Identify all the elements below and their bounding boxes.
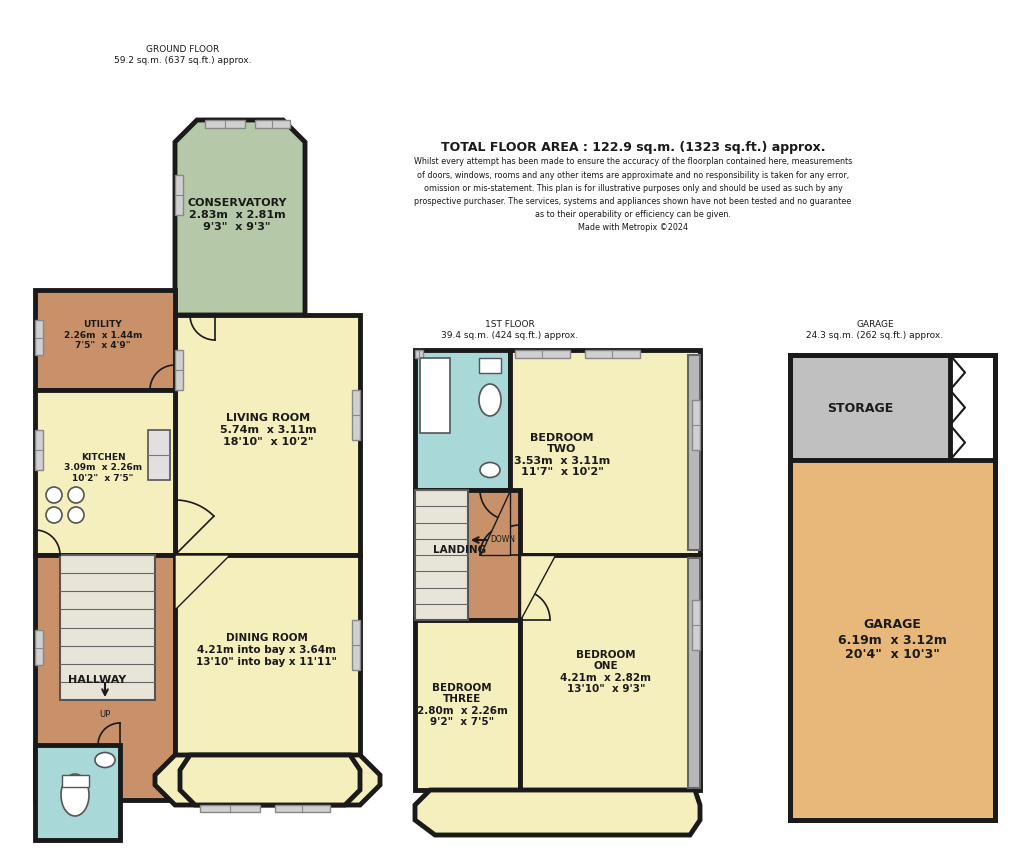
Bar [275,805,330,812]
Polygon shape [480,490,510,555]
Polygon shape [175,555,229,610]
Bar [688,558,699,788]
Bar [35,430,43,470]
Bar [35,290,175,390]
Bar [205,120,245,128]
Bar [35,555,175,800]
Bar [35,745,120,840]
Text: KITCHEN
3.09m  x 2.26m
10'2"  x 7'5": KITCHEN 3.09m x 2.26m 10'2" x 7'5" [64,453,142,483]
Text: CONSERVATORY
2.83m  x 2.81m
9'3"  x 9'3": CONSERVATORY 2.83m x 2.81m 9'3" x 9'3" [187,198,286,231]
Text: BEDROOM
ONE
4.21m  x 2.82m
13'10"  x 9'3": BEDROOM ONE 4.21m x 2.82m 13'10" x 9'3" [560,650,651,695]
Bar [510,350,699,555]
Text: LANDING: LANDING [433,545,486,555]
Polygon shape [520,555,554,620]
Bar [415,490,468,620]
Text: GROUND FLOOR
59.2 sq.m. (637 sq.ft.) approx.: GROUND FLOOR 59.2 sq.m. (637 sq.ft.) app… [114,45,252,65]
Bar [35,630,43,665]
Text: DINING ROOM
4.21m into bay x 3.64m
13'10" into bay x 11'11": DINING ROOM 4.21m into bay x 3.64m 13'10… [197,633,337,667]
Bar [415,350,510,490]
Text: BEDROOM
TWO
3.53m  x 3.11m
11'7"  x 10'2": BEDROOM TWO 3.53m x 3.11m 11'7" x 10'2" [514,433,609,477]
Bar [585,350,639,358]
Bar [60,555,155,700]
Bar [688,355,699,550]
Polygon shape [415,790,699,835]
Polygon shape [175,120,305,315]
Circle shape [68,507,84,523]
Text: GARAGE
6.19m  x 3.12m
20'4"  x 10'3": GARAGE 6.19m x 3.12m 20'4" x 10'3" [837,618,946,662]
Bar [148,430,170,480]
Bar [520,555,699,790]
Bar [420,358,449,433]
Text: DOWN: DOWN [489,535,515,545]
Bar [200,805,260,812]
Bar [790,460,994,820]
Bar [175,350,182,390]
Bar [415,350,423,358]
Bar [479,358,500,373]
Text: STORAGE: STORAGE [826,402,893,415]
Bar [352,390,360,440]
Bar [35,390,175,555]
Bar [35,320,43,355]
Text: TOTAL FLOOR AREA : 122.9 sq.m. (1323 sq.ft.) approx.: TOTAL FLOOR AREA : 122.9 sq.m. (1323 sq.… [440,141,824,154]
Bar [515,350,570,358]
Bar [175,175,182,215]
Polygon shape [155,755,380,805]
Text: LIVING ROOM
5.74m  x 3.11m
18'10"  x 10'2": LIVING ROOM 5.74m x 3.11m 18'10" x 10'2" [219,413,316,447]
Bar [175,315,360,555]
Text: HALLWAY: HALLWAY [68,675,126,685]
Ellipse shape [480,462,499,477]
Ellipse shape [61,774,89,816]
Bar [175,555,360,755]
Bar [415,490,520,620]
Text: 1ST FLOOR
39.4 sq.m. (424 sq.ft.) approx.: 1ST FLOOR 39.4 sq.m. (424 sq.ft.) approx… [441,320,578,339]
Polygon shape [179,755,360,805]
Text: BEDROOM
THREE
2.80m  x 2.26m
9'2"  x 7'5": BEDROOM THREE 2.80m x 2.26m 9'2" x 7'5" [416,682,506,727]
Bar [790,355,994,820]
Bar [790,355,949,460]
Bar [691,400,699,450]
Text: GARAGE
24.3 sq.m. (262 sq.ft.) approx.: GARAGE 24.3 sq.m. (262 sq.ft.) approx. [806,320,943,339]
Text: Whilst every attempt has been made to ensure the accuracy of the floorplan conta: Whilst every attempt has been made to en… [414,158,851,232]
Circle shape [46,487,62,503]
Ellipse shape [479,384,500,416]
Bar [62,775,89,787]
Text: UP: UP [99,710,110,719]
Text: UTILITY
2.26m  x 1.44m
7'5"  x 4'9": UTILITY 2.26m x 1.44m 7'5" x 4'9" [64,320,142,350]
Bar [352,620,360,670]
Ellipse shape [95,753,115,767]
Circle shape [46,507,62,523]
Circle shape [68,487,84,503]
Bar [255,120,289,128]
Bar [691,600,699,650]
Bar [415,620,520,790]
